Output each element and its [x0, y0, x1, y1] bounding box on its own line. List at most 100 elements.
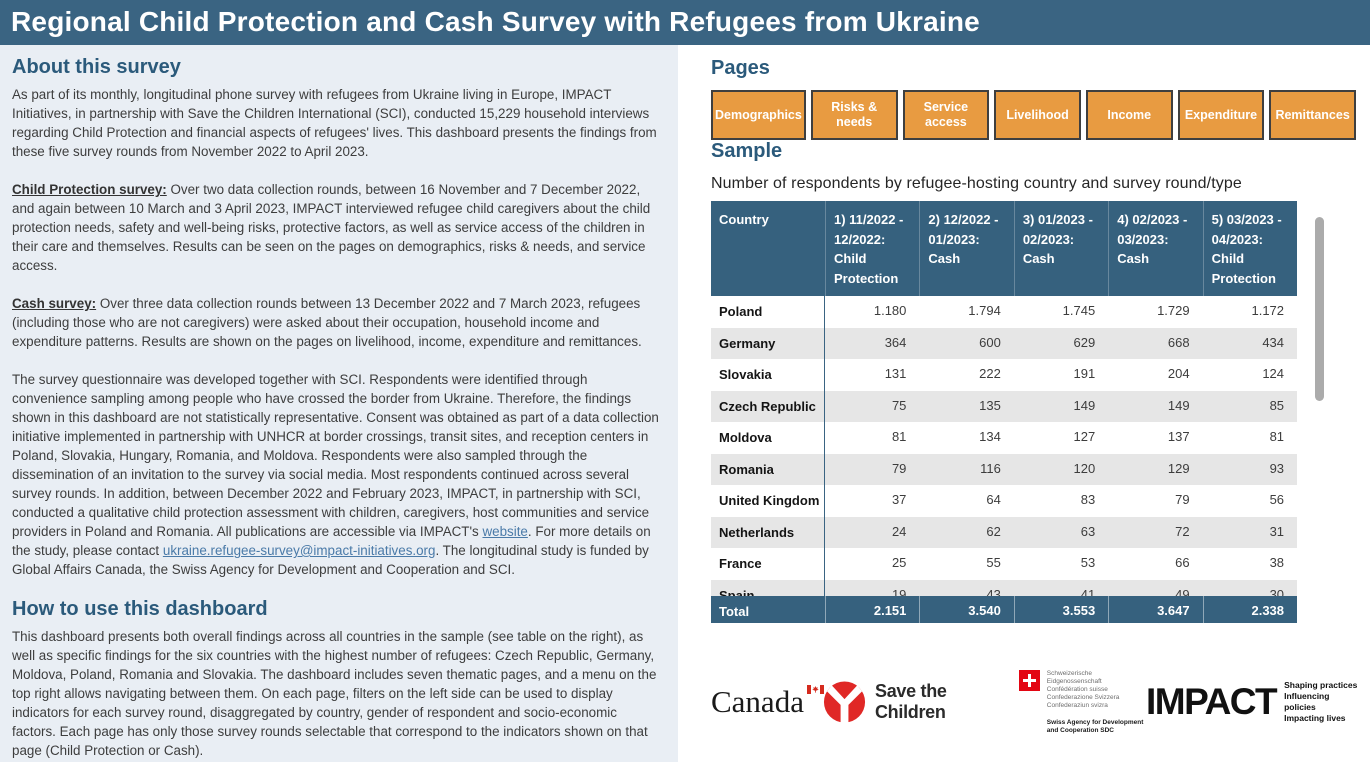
impact-tagline: Impacting lives [1284, 713, 1346, 723]
howto-paragraph: This dashboard presents both overall fin… [12, 629, 657, 758]
page-title: Regional Child Protection and Cash Surve… [11, 6, 980, 37]
page-nav-button[interactable]: Risks & needs [810, 90, 898, 140]
value-cell-round-3: 149 [1073, 397, 1096, 413]
total-cell-round-3: 3.553 [1013, 596, 1108, 623]
value-cell-round-5: 31 [1269, 523, 1285, 539]
value-cell-round-1: 75 [891, 397, 907, 413]
table-row: Slovakia 131 222 191 204 124 [711, 359, 1297, 391]
table-header-row: Country 1) 11/2022 - 12/2022: Child Prot… [711, 201, 1297, 296]
about-paragraph-intro: As part of its monthly, longitudinal pho… [12, 87, 657, 159]
page-nav-button[interactable]: Service access [902, 90, 990, 140]
cash-survey-label: Cash survey: [12, 296, 97, 311]
total-cell-round-5: 2.338 [1202, 596, 1297, 623]
table-row: Moldova 81 134 127 137 81 [711, 422, 1297, 454]
country-cell: Moldova [711, 422, 825, 454]
total-cell-round-4: 3.647 [1108, 596, 1202, 623]
value-cell-round-5: 56 [1269, 492, 1285, 507]
value-cell-round-4: 79 [1175, 492, 1190, 507]
value-cell-round-1: 1.180 [873, 303, 907, 318]
column-header-round-2: 2) 12/2022 - 01/2023: Cash [919, 201, 1013, 296]
page-nav-button[interactable]: Income [1085, 90, 1173, 140]
page-nav-button[interactable]: Demographics [711, 90, 806, 140]
save-the-children-wordmark: Save the Children [874, 681, 947, 722]
value-cell-round-4: 49 [1175, 586, 1190, 597]
table-scrollbar-thumb[interactable] [1315, 217, 1324, 401]
value-cell-round-1: 19 [891, 586, 907, 597]
country-cell: Spain [711, 579, 825, 596]
canada-logo: Canada [711, 684, 824, 720]
country-cell: Germany [711, 327, 825, 359]
page-nav-button[interactable]: Expenditure [1177, 90, 1265, 140]
value-cell-round-4: 149 [1167, 397, 1190, 413]
value-cell-round-3: 1.745 [1062, 303, 1096, 318]
value-cell-round-3: 53 [1080, 555, 1096, 570]
methodology-paragraph: The survey questionnaire was developed t… [12, 370, 664, 579]
save-the-children-logo: Save the Children [822, 678, 1019, 726]
value-cell-round-5: 124 [1262, 366, 1285, 381]
table-row: Czech Republic 75 135 149 149 85 [711, 390, 1297, 422]
value-cell-round-3: 41 [1080, 586, 1096, 597]
value-cell-round-5: 1.172 [1251, 303, 1285, 318]
page-nav-button[interactable]: Remittances [1269, 90, 1356, 140]
value-cell-round-2: 134 [979, 429, 1001, 444]
value-cell-round-2: 600 [979, 334, 1001, 350]
country-cell: Romania [711, 453, 825, 485]
value-cell-round-1: 24 [891, 523, 907, 539]
value-cell-round-5: 93 [1269, 460, 1285, 476]
table-body: Poland 1.180 1.794 1.745 1.729 1.172 Ger… [711, 296, 1297, 596]
country-cell: United Kingdom [711, 485, 825, 517]
page-nav-button[interactable]: Livelihood [994, 90, 1081, 140]
country-cell: Poland [711, 296, 825, 328]
table-row: France 25 55 53 66 38 [711, 548, 1297, 580]
value-cell-round-1: 81 [891, 429, 907, 444]
value-cell-round-5: 38 [1269, 555, 1285, 570]
value-cell-round-3: 629 [1073, 334, 1096, 350]
column-header-round-5: 5) 03/2023 - 04/2023: Child Protection [1202, 201, 1297, 296]
column-header-country: Country [719, 212, 769, 227]
swiss-logo-text: Schweizerische Eidgenossenschaft Confédér… [1047, 670, 1146, 735]
save-the-children-icon [823, 681, 866, 723]
methodology-text-2: . For more details on the study, please … [12, 524, 651, 558]
website-link[interactable]: website [482, 524, 528, 539]
value-cell-round-2: 135 [979, 397, 1001, 413]
table-row: Poland 1.180 1.794 1.745 1.729 1.172 [711, 296, 1297, 328]
swiss-confederation-line: Confederazione Svizzera [1046, 693, 1120, 701]
title-bar: Regional Child Protection and Cash Surve… [0, 0, 1370, 45]
value-cell-round-1: 364 [884, 334, 907, 350]
value-cell-round-3: 83 [1080, 492, 1096, 507]
value-cell-round-4: 204 [1167, 366, 1190, 381]
about-panel: About this survey As part of its monthly… [0, 45, 678, 762]
column-header-round-4: 4) 02/2023 - 03/2023: Cash [1108, 201, 1202, 296]
child-protection-paragraph: Child Protection survey: Over two data c… [12, 180, 664, 275]
partner-logos: Canada Save the Children [711, 657, 1359, 747]
value-cell-round-1: 25 [891, 555, 907, 570]
value-cell-round-2: 55 [986, 555, 1001, 570]
value-cell-round-4: 129 [1167, 460, 1190, 476]
cash-survey-text: Over three data collection rounds betwee… [12, 296, 642, 349]
swiss-agency-line-1: Swiss Agency for Development [1046, 718, 1144, 726]
value-cell-round-2: 62 [986, 523, 1001, 539]
value-cell-round-2: 64 [986, 492, 1001, 507]
value-cell-round-3: 63 [1080, 523, 1096, 539]
column-header-round-1: 1) 11/2022 - 12/2022: Child Protection [825, 201, 919, 296]
email-link[interactable]: ukraine.refugee-survey@impact-initiative… [162, 543, 436, 558]
pages-heading: Pages [711, 57, 770, 79]
table-total-row: Total 2.151 3.540 3.553 3.647 2.338 [711, 596, 1297, 623]
swiss-cross-icon [1018, 669, 1040, 691]
value-cell-round-5: 81 [1269, 429, 1285, 444]
impact-logo: IMPACT Shaping practices Influencing poli… [1146, 680, 1359, 724]
impact-tagline: Influencing policies [1284, 691, 1330, 712]
country-cell: Czech Republic [711, 390, 825, 422]
methodology-text-3: . The longitudinal study is funded by Gl… [12, 543, 649, 577]
value-cell-round-1: 131 [884, 366, 907, 381]
value-cell-round-4: 72 [1175, 523, 1190, 539]
value-cell-round-4: 66 [1175, 555, 1190, 570]
value-cell-round-3: 120 [1073, 460, 1096, 476]
value-cell-round-5: 434 [1262, 334, 1285, 350]
table-row: United Kingdom 37 64 83 79 56 [711, 485, 1297, 517]
value-cell-round-4: 1.729 [1157, 303, 1190, 318]
table-row: Romania 79 116 120 129 93 [711, 453, 1297, 485]
value-cell-round-1: 37 [891, 492, 907, 507]
methodology-text-1: The survey questionnaire was developed t… [12, 372, 659, 539]
